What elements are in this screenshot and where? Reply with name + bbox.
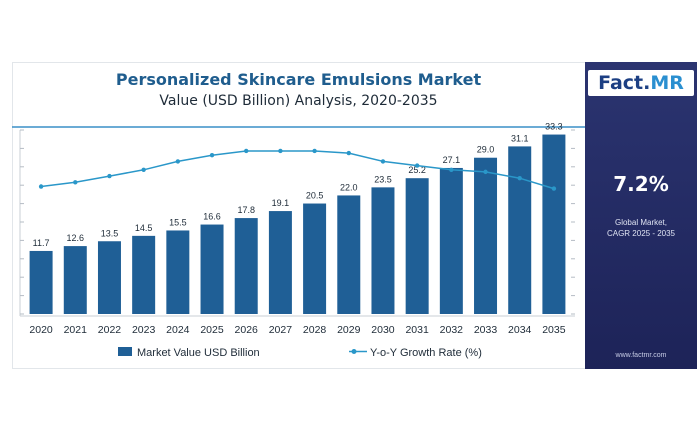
bar bbox=[303, 203, 327, 314]
x-tick-label: 2020 bbox=[29, 324, 53, 336]
growth-rate-point bbox=[346, 150, 351, 156]
website-link[interactable]: www.factmr.com bbox=[615, 352, 667, 359]
growth-rate-point bbox=[449, 167, 454, 172]
x-tick-label: 2035 bbox=[542, 324, 566, 336]
bar-value-label: 14.5 bbox=[135, 223, 153, 233]
x-tick-label: 2034 bbox=[508, 324, 532, 336]
growth-rate-point bbox=[278, 148, 283, 154]
growth-rate-point bbox=[414, 163, 420, 168]
factmr-logo: Fact. MR bbox=[588, 70, 694, 96]
cagr-value: 7.2% bbox=[613, 172, 669, 196]
legend-bar-label: Market Value USD Billion bbox=[137, 347, 260, 359]
x-tick-label: 2024 bbox=[166, 324, 190, 336]
x-tick-label: 2028 bbox=[303, 324, 327, 336]
bar-value-label: 23.5 bbox=[374, 174, 392, 184]
legend-line-marker bbox=[351, 349, 357, 354]
bar bbox=[371, 187, 395, 314]
bar-value-label: 27.1 bbox=[443, 155, 461, 165]
x-tick-label: 2027 bbox=[269, 324, 293, 336]
growth-rate-point bbox=[483, 169, 488, 175]
growth-rate-point bbox=[175, 159, 181, 164]
bar bbox=[337, 195, 361, 314]
bar bbox=[405, 178, 429, 314]
bar-value-label: 33.3 bbox=[545, 122, 563, 132]
bar-value-label: 17.8 bbox=[237, 205, 255, 215]
growth-rate-point bbox=[551, 186, 557, 191]
bar-value-label: 16.6 bbox=[203, 212, 221, 222]
x-tick-label: 2030 bbox=[371, 324, 395, 336]
bar-value-label: 25.2 bbox=[408, 165, 426, 175]
bar bbox=[63, 246, 87, 314]
x-tick-label: 2022 bbox=[98, 324, 122, 336]
cagr-label: Global Market, CAGR 2025 - 2035 bbox=[585, 217, 697, 239]
bar-value-label: 20.5 bbox=[306, 191, 324, 201]
bar-value-label: 22.0 bbox=[340, 182, 358, 192]
bar-value-label: 19.1 bbox=[272, 198, 290, 208]
growth-rate-point bbox=[107, 173, 112, 179]
cagr-label-line2: CAGR 2025 - 2035 bbox=[606, 229, 676, 238]
bar bbox=[97, 241, 121, 314]
bar-value-label: 29.0 bbox=[477, 145, 495, 155]
legend: Market Value USD Billion Y-o-Y Growth Ra… bbox=[118, 347, 482, 359]
bar bbox=[439, 167, 463, 314]
cagr-label-line1: Global Market, bbox=[614, 218, 668, 227]
bar bbox=[132, 235, 156, 314]
chart-title: Personalized Skincare Emulsions Market bbox=[115, 70, 482, 89]
bar-value-label: 31.1 bbox=[511, 133, 529, 143]
sidebar-panel: Fact. MR 7.2% Global Market, CAGR 2025 - … bbox=[585, 62, 697, 369]
growth-rate-point bbox=[141, 167, 146, 172]
bar bbox=[542, 134, 566, 314]
logo-text-part2: MR bbox=[650, 72, 684, 94]
x-tick-label: 2029 bbox=[337, 324, 361, 336]
bar bbox=[200, 224, 224, 314]
x-tick-label: 2021 bbox=[64, 324, 88, 336]
growth-rate-point bbox=[517, 175, 522, 181]
x-tick-label: 2026 bbox=[235, 324, 259, 336]
bar bbox=[268, 211, 292, 314]
growth-rate-line bbox=[41, 150, 555, 190]
bar-value-label: 12.6 bbox=[67, 233, 85, 243]
legend-bar-swatch bbox=[118, 347, 132, 356]
x-tick-label: 2033 bbox=[474, 324, 498, 336]
growth-rate-point bbox=[38, 184, 44, 189]
x-tick-label: 2032 bbox=[440, 324, 464, 336]
bar bbox=[508, 146, 532, 314]
x-tick-label: 2031 bbox=[405, 324, 429, 336]
growth-rate-point bbox=[244, 148, 249, 154]
legend-line-label: Y-o-Y Growth Rate (%) bbox=[370, 347, 482, 359]
bar bbox=[166, 230, 190, 314]
bar bbox=[234, 218, 258, 314]
bar bbox=[29, 250, 53, 314]
bar-value-label: 13.5 bbox=[101, 228, 119, 238]
bar-value-label: 11.7 bbox=[33, 238, 50, 248]
logo-text-part1: Fact. bbox=[598, 72, 651, 94]
growth-rate-point bbox=[209, 152, 215, 158]
growth-rate-point bbox=[312, 148, 317, 154]
growth-rate-point bbox=[380, 159, 386, 164]
x-tick-label: 2023 bbox=[132, 324, 156, 336]
x-tick-label: 2025 bbox=[200, 324, 224, 336]
bar bbox=[474, 157, 498, 314]
growth-rate-point bbox=[73, 180, 78, 185]
chart-subtitle: Value (USD Billion) Analysis, 2020-2035 bbox=[159, 93, 438, 109]
bar-value-label: 15.5 bbox=[169, 217, 187, 227]
